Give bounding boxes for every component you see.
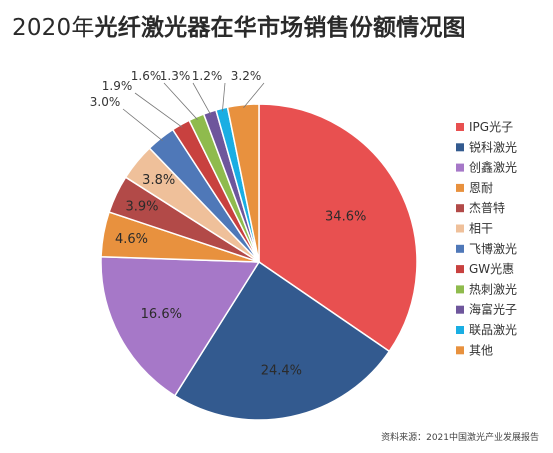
legend-swatch-9 [456,285,464,294]
legend-swatch-12 [456,346,464,355]
data-label-1: 34.6% [325,209,366,224]
leader-line-10 [192,82,212,115]
legend-swatch-8 [456,265,464,274]
legend-label-7: 飞博激光 [469,241,517,256]
pie-slices [100,103,418,421]
data-label-5: 3.9% [125,199,158,214]
source-note: 资料来源：2021中国激光产业发展报告 [381,433,539,443]
legend-swatch-7 [456,244,464,253]
data-label-3: 16.6% [141,307,182,322]
legend-label-12: 其他 [469,343,493,357]
leader-line-11 [222,82,226,112]
leader-line-8 [134,92,183,128]
pie-slice-12 [226,103,260,263]
chart-title: 2020年光纤激光器在华市场销售份额情况图 [12,8,466,42]
legend-swatch-5 [456,204,464,213]
data-label-6: 3.8% [142,173,175,188]
legend-label-9: 热刺激光 [469,282,517,296]
data-label-11: 1.2% [192,69,223,83]
data-label-12: 3.2% [231,69,262,83]
data-label-8: 1.9% [102,79,133,93]
legend-label-10: 海富光子 [469,302,517,317]
pie-slice-1 [258,103,418,353]
data-label-10: 1.3% [160,69,191,83]
leader-line-12 [243,82,265,109]
legend-swatch-11 [456,326,464,334]
pie-slice-2 [173,260,391,421]
legend-label-8: GW光惠 [469,262,514,276]
chart-title-main: 光纤激光器在华市场销售份额情况图 [94,15,466,41]
legend-swatch-1 [456,123,464,131]
legend-label-5: 杰普特 [469,200,505,215]
legend-label-6: 相干 [469,222,493,236]
legend-swatch-3 [456,163,464,172]
legend-label-4: 恩耐 [469,181,493,195]
data-label-2: 24.4% [261,363,302,378]
leader-line-7 [122,108,163,142]
pie-labels: 34.6%24.4%16.6%4.6%3.9%3.8%3.0%1.9%1.6%1… [90,69,367,378]
legend-label-3: 创鑫激光 [469,160,517,175]
pie-leader-lines [122,82,265,142]
data-label-7: 3.0% [90,95,121,109]
pie-slice-3 [100,256,261,397]
leader-line-9 [163,82,198,120]
data-label-4: 4.6% [115,232,148,247]
data-label-9: 1.6% [131,69,162,83]
legend-swatch-2 [456,143,464,152]
legend-swatch-10 [456,305,464,314]
legend-label-1: IPG光子 [469,120,513,134]
legend-label-2: 锐科激光 [469,140,517,154]
legend-swatch-6 [456,224,464,233]
legend-label-11: 联品激光 [469,323,517,337]
chart-title-year: 2020年 [12,15,95,41]
legend-swatch-4 [456,183,464,192]
